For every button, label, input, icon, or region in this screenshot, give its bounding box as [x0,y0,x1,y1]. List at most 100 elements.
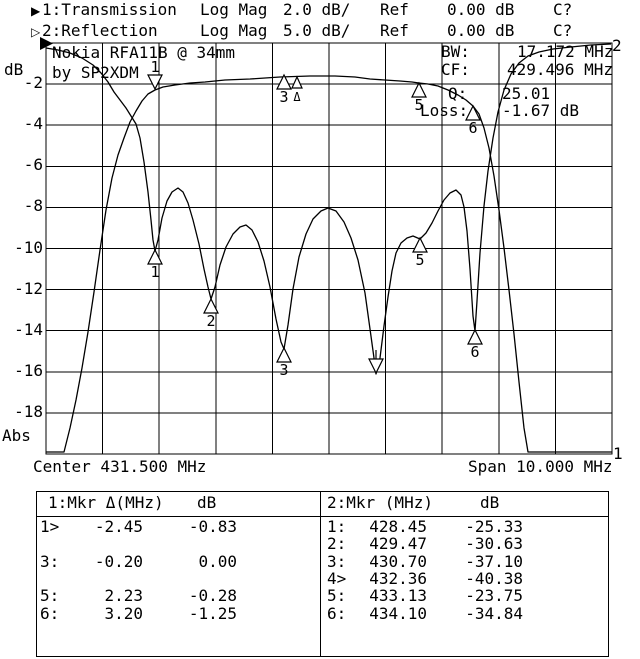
trace2-ref-label: Ref [380,21,409,40]
marker-row-db: -34.84 [465,604,523,623]
trace2-ref-value: 0.00 dB [447,21,515,40]
marker-row-db: -30.63 [465,534,523,553]
table1-db-header: dB [197,493,217,512]
trace1-format: Log Mag [200,0,268,19]
x-axis-span-label: Span 10.000 MHz [468,457,613,476]
marker-row-number: 5: [327,586,347,605]
marker-row-freq: -0.20 [94,552,143,571]
marker-row-db: 0.00 [198,552,237,571]
marker-row-db: -25.33 [465,517,523,536]
marker-row-freq: 2.23 [104,586,143,605]
trace-transmission [46,75,612,453]
marker-row-number: 1> [40,517,60,536]
marker-label: 5 [415,251,424,269]
marker-row-freq: 429.47 [369,534,427,553]
trace1-channel-label: 1:Transmission [42,0,177,19]
marker-triangle-icon [467,328,483,345]
marker-label: 3 [279,361,288,379]
trace1-ref-value: 0.00 dB [447,0,515,19]
x-axis-center-label: Center 431.500 MHz [33,457,207,476]
marker-row-freq: 3.20 [104,604,143,623]
marker-row-number: 1: [327,517,347,536]
y-tick-label: -14 [14,320,43,339]
trace2-inactive-arrow-icon: ▷ [31,25,41,39]
marker-label: 6 [468,119,477,137]
marker-row-freq: 430.70 [369,552,427,571]
marker-label: 3 [279,88,288,106]
loss-label: Loss: [420,101,469,120]
marker-triangle-icon [276,346,292,363]
y-tick-label: -4 [23,114,43,133]
trace2-scale: 5.0 dB/ [283,21,351,40]
marker-row-number: 3: [40,552,60,571]
trace1-ref-label: Ref [380,0,409,19]
marker-row-freq: 428.45 [369,517,427,536]
trace2-cal-status: C? [553,21,573,40]
grid [45,42,613,455]
operator-annotation: by SP2XDM [52,63,139,82]
trace1-scale: 2.0 dB/ [283,0,351,19]
marker-triangle-icon [368,358,384,375]
trace2-channel-label: 2:Reflection [42,21,158,40]
y-axis-abs-label: Abs [2,426,31,445]
marker-label: 1 [150,263,159,281]
y-tick-label: -8 [23,196,43,215]
bw-label: BW: [441,42,470,61]
marker-label: 6 [470,343,479,361]
marker-label: 2 [206,312,215,330]
y-tick-label: -2 [23,73,43,92]
trace1-end-label: 1 [613,444,623,463]
marker-triangle-icon [412,236,428,253]
cf-label: CF: [441,60,470,79]
trace2-format: Log Mag [200,21,268,40]
marker-row-number: 2: [327,534,347,553]
marker-triangle-icon [411,81,427,98]
bw-value: 17.172 MHz [517,42,614,61]
marker-row-db: -23.75 [465,586,523,605]
marker-triangle-icon [203,297,219,314]
loss-value: -1.67 dB [502,101,580,120]
y-tick-label: -10 [14,238,43,257]
q-value: 25.01 [502,84,551,103]
marker-row-freq: 434.10 [369,604,427,623]
marker-triangle-icon [291,75,303,89]
q-label: Q: [448,84,468,103]
marker-row-freq: 433.13 [369,586,427,605]
marker-label: 1 [150,58,159,76]
marker-tables-header-underline [36,516,608,517]
marker-row-number: 4> [327,569,347,588]
table1-title: 1:Mkr Δ(MHz) [48,493,164,512]
marker-row-db: -0.83 [188,517,237,536]
marker-row-freq: 432.36 [369,569,427,588]
cf-value: 429.496 MHz [507,60,613,79]
marker-label: Δ [293,90,301,104]
trace-reflection [45,43,612,375]
marker-triangle-icon [147,74,163,91]
marker-row-number: 6: [327,604,347,623]
marker-triangle-icon [276,73,292,90]
marker-row-number: 6: [40,604,60,623]
y-axis-unit-label: dB [4,60,24,79]
marker-row-number: 5: [40,586,60,605]
marker-triangle-icon [465,104,481,121]
marker-row-db: -0.28 [188,586,237,605]
marker-row-db: -1.25 [188,604,237,623]
marker-tables-divider [320,491,321,656]
marker-row-number: 3: [327,552,347,571]
device-annotation: Nokia RFA11B @ 34mm [52,43,236,62]
table2-title: 2:Mkr (MHz) [327,493,433,512]
y-tick-label: -12 [14,279,43,298]
y-tick-label: -18 [14,402,43,421]
trace2-end-label: 2 [612,36,622,55]
trace1-active-arrow-icon: ▶ [31,4,41,18]
y-tick-label: -16 [14,361,43,380]
marker-row-freq: -2.45 [94,517,143,536]
marker-row-db: -37.10 [465,552,523,571]
marker-tables-box [36,491,609,657]
table2-db-header: dB [480,493,500,512]
marker-row-db: -40.38 [465,569,523,588]
ref-position-arrow-icon [40,37,53,50]
